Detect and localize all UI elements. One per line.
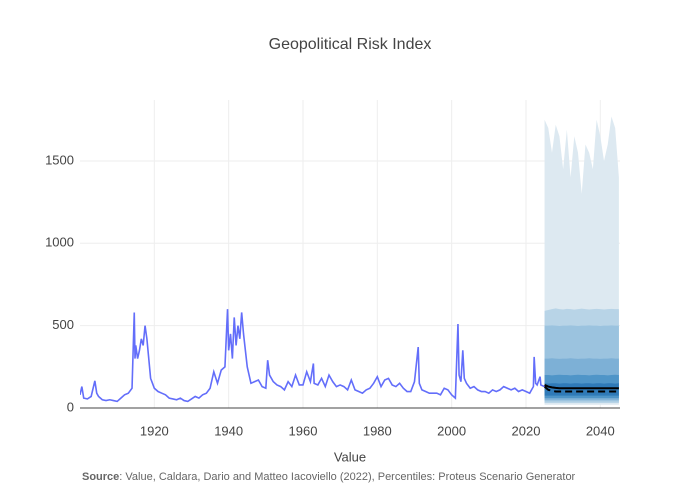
y-tick-label: 1000 — [45, 235, 74, 250]
x-tick-label: 2040 — [586, 423, 615, 438]
x-tick-label: 2020 — [512, 423, 541, 438]
source-text: : Value, Caldara, Dario and Matteo Iacov… — [119, 471, 575, 483]
x-tick-label: 1980 — [363, 423, 392, 438]
x-tick-label: 1920 — [140, 423, 169, 438]
x-tick-label: 1940 — [214, 423, 243, 438]
y-tick-label: 1500 — [45, 152, 74, 167]
source-label: Source — [82, 471, 119, 483]
y-tick-label: 0 — [67, 399, 74, 414]
x-tick-label: 2000 — [437, 423, 466, 438]
grid — [80, 100, 620, 409]
median-line — [543, 385, 619, 393]
history-line — [80, 309, 545, 403]
plot-area — [80, 116, 619, 405]
mean-line — [544, 384, 619, 390]
percentile-band — [544, 383, 619, 396]
x-tick-label: 1960 — [289, 423, 318, 438]
x-axis-title: Value — [334, 449, 366, 464]
y-tick-label: 500 — [52, 317, 74, 332]
chart-title: Geopolitical Risk Index — [269, 36, 432, 53]
source-note: Source: Value, Caldara, Dario and Matteo… — [82, 471, 576, 483]
